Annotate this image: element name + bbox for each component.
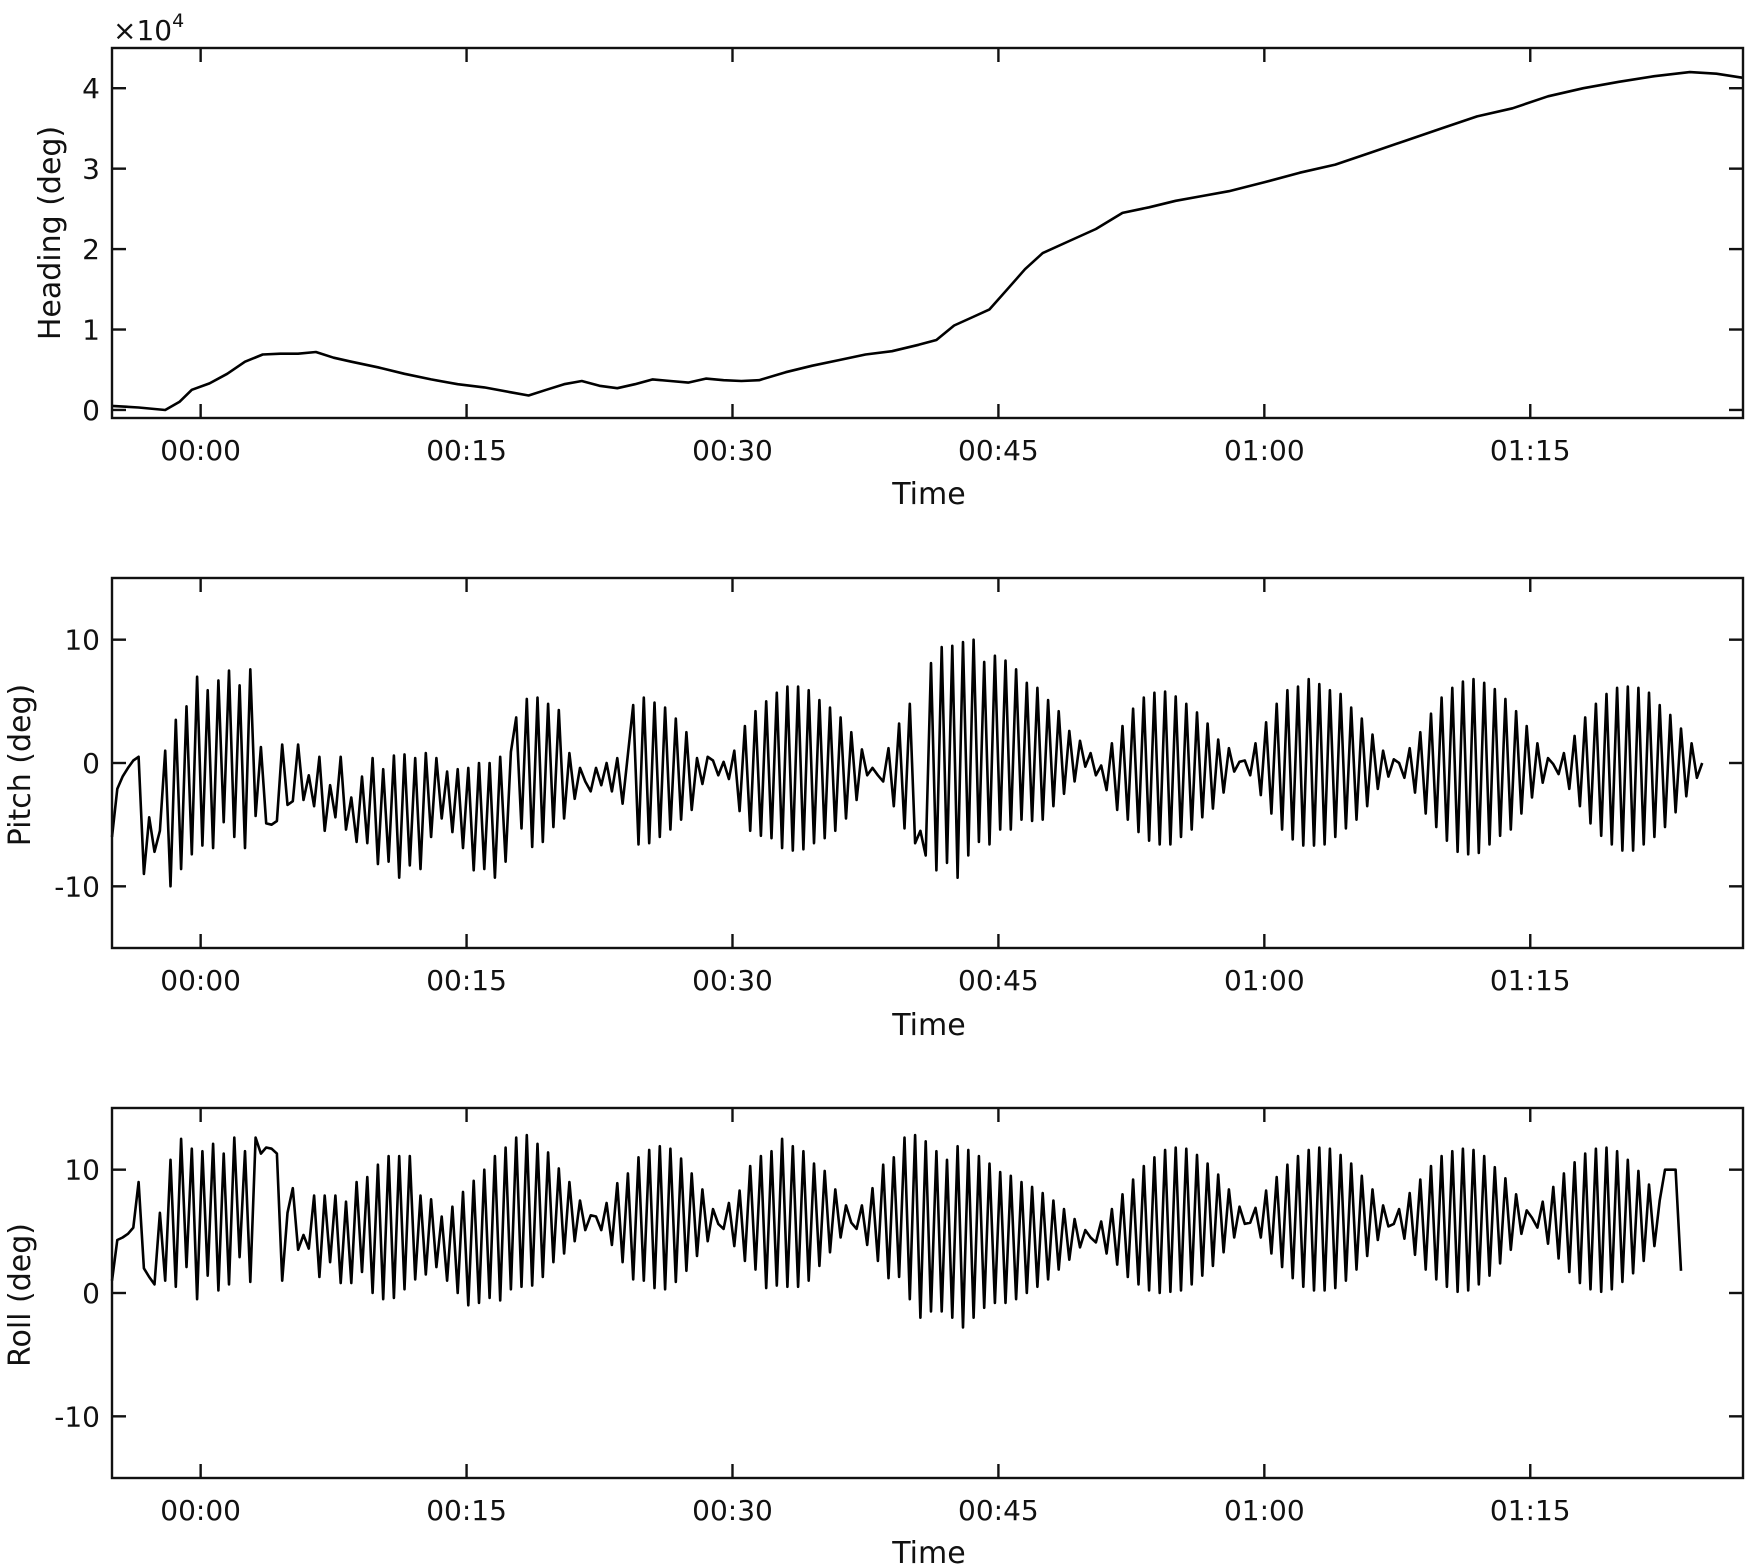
roll-x-tick-label: 00:15 xyxy=(426,1494,507,1527)
roll-x-tick-label: 00:30 xyxy=(692,1494,773,1527)
roll-x-tick-label: 00:00 xyxy=(160,1494,241,1527)
heading-axes-frame xyxy=(110,46,1745,420)
heading-y-tick-label: 4 xyxy=(82,72,100,105)
heading-exponent-label: ×104 xyxy=(113,10,184,47)
heading-y-axis-label: Heading (deg) xyxy=(33,126,68,340)
pitch-x-tick-label: 00:30 xyxy=(692,964,773,997)
roll-y-tick-label: 0 xyxy=(82,1277,100,1310)
pitch-y-tick-label: 0 xyxy=(82,747,100,780)
roll-x-axis-label: Time xyxy=(891,1536,965,1567)
heading-y-ticks: 0 1 2 3 4 xyxy=(82,72,1743,427)
pitch-x-tick-label: 01:15 xyxy=(1490,964,1571,997)
roll-x-tick-label: 00:45 xyxy=(958,1494,1039,1527)
roll-x-tick-label: 01:15 xyxy=(1490,1494,1571,1527)
heading-y-tick-label: 3 xyxy=(82,153,100,186)
heading-x-ticks: 00:00 00:15 00:30 00:45 01:00 01:15 xyxy=(160,48,1571,467)
pitch-y-ticks: -10 0 10 xyxy=(54,624,1743,903)
heading-y-tick-label: 2 xyxy=(82,233,100,266)
roll-series-line xyxy=(110,1133,1683,1329)
pitch-y-axis-label: Pitch (deg) xyxy=(3,684,38,847)
heading-x-axis-label: Time xyxy=(891,477,965,512)
heading-y-tick-label: 1 xyxy=(82,314,100,347)
heading-x-tick-label: 01:00 xyxy=(1224,434,1305,467)
heading-panel: ×104 Heading (deg) Time 0 1 2 3 4 00:00 00:15… xyxy=(33,10,1745,512)
heading-x-tick-label: 00:45 xyxy=(958,434,1039,467)
pitch-x-tick-label: 01:00 xyxy=(1224,964,1305,997)
heading-x-tick-label: 00:00 xyxy=(160,434,241,467)
pitch-x-tick-label: 00:00 xyxy=(160,964,241,997)
pitch-x-axis-label: Time xyxy=(891,1008,965,1043)
heading-exponent-power: 4 xyxy=(172,10,184,32)
pitch-x-tick-label: 00:45 xyxy=(958,964,1039,997)
roll-axes-frame xyxy=(110,1106,1745,1480)
roll-y-axis-label: Roll (deg) xyxy=(3,1223,38,1367)
roll-x-tick-label: 01:00 xyxy=(1224,1494,1305,1527)
heading-series-line xyxy=(111,70,1744,412)
roll-y-tick-label: -10 xyxy=(54,1400,100,1433)
pitch-y-tick-label: 10 xyxy=(64,624,100,657)
roll-y-tick-label: 10 xyxy=(64,1154,100,1187)
pitch-x-tick-label: 00:15 xyxy=(426,964,507,997)
roll-y-ticks: -10 0 10 xyxy=(54,1154,1743,1433)
heading-x-tick-label: 00:30 xyxy=(692,434,773,467)
pitch-series-line xyxy=(110,638,1704,888)
roll-x-ticks: 00:00 00:15 00:30 00:45 01:00 01:15 xyxy=(160,1108,1571,1527)
pitch-axes-frame xyxy=(110,576,1745,950)
heading-x-tick-label: 01:15 xyxy=(1490,434,1571,467)
pitch-x-ticks: 00:00 00:15 00:30 00:45 01:00 01:15 xyxy=(160,578,1571,997)
pitch-y-tick-label: -10 xyxy=(54,870,100,903)
heading-y-tick-label: 0 xyxy=(82,394,100,427)
heading-x-tick-label: 00:15 xyxy=(426,434,507,467)
